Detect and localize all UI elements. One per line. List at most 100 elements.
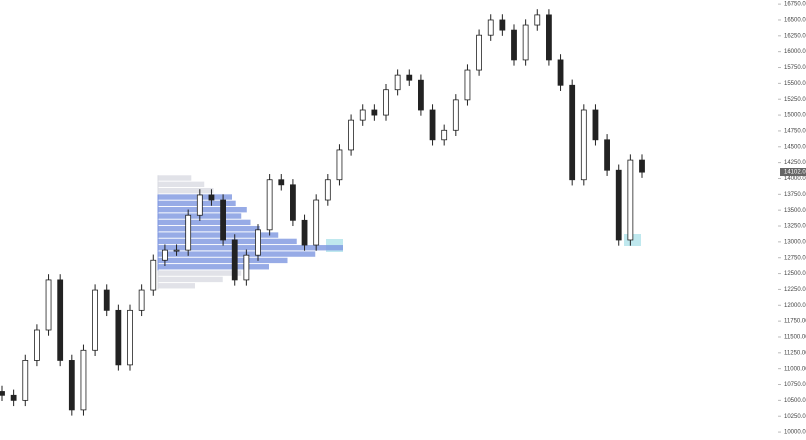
profile-bar [158,181,205,188]
price-axis: 10000.00 10250.00 10500.00 10750.00 11000.00… [778,2,806,436]
candle-body [220,199,226,241]
last-price-label: 14102.00 [784,170,806,176]
candle-body [336,149,343,181]
candle-body [127,309,133,366]
y-tick-label: 11500.00 [784,335,806,341]
y-tick-label: 10250.00 [784,414,806,420]
candle-body [150,259,157,291]
profile-bar [158,264,269,270]
candle-body [569,84,576,181]
candle-body [499,19,506,31]
y-tick-label: 14000.00 [784,176,806,182]
candle-body [313,199,320,246]
candle-body [394,74,401,91]
candle-body [418,79,424,111]
y-tick-label: 10750.00 [784,382,806,388]
profile-bar [158,200,236,207]
profile-bar [158,270,242,276]
candle-body [639,159,645,173]
candle-body [231,239,238,281]
candle-body [208,194,215,201]
candle-body [243,254,250,281]
profile-bar [158,194,232,200]
candle-body [441,129,448,141]
candle-body [511,29,517,61]
profile-bar [158,226,260,232]
candle-body [580,109,587,181]
y-tick-label: 15750.00 [784,65,806,71]
y-tick-label: 16500.00 [784,18,806,24]
profile-bar [158,276,223,283]
y-tick-label: 12500.00 [784,271,806,277]
candle-body [68,360,75,411]
candle-body [10,394,17,401]
candle-body [592,109,599,141]
candle-body [557,59,564,86]
y-tick-label: 11750.00 [784,319,806,325]
candle-body [522,24,529,61]
candle-body [359,109,366,121]
candle-body [487,19,494,36]
candle-body [34,329,40,361]
candle-body [196,194,203,216]
candle-body [115,309,122,366]
candle-body [80,349,87,411]
candle-body [22,360,29,401]
candle-body [255,229,261,256]
y-tick-label: 15000.00 [784,113,806,119]
y-tick-label: 16750.00 [784,2,806,8]
candle-body [185,214,192,251]
candle-body [45,279,52,331]
candle-body [92,289,98,351]
candle-body [476,34,482,71]
candle-body [138,289,145,311]
candle-body [383,89,389,116]
y-tick-label: 16250.00 [784,33,806,39]
y-tick-label: 14750.00 [784,129,806,135]
candles [0,9,645,416]
y-tick-label: 13250.00 [784,224,806,230]
y-tick-label: 10500.00 [784,398,806,404]
candle-body [266,179,273,231]
candle-body [301,219,308,246]
last-price-box [780,168,806,177]
y-tick-label: 13500.00 [784,208,806,214]
candle-body [464,69,471,101]
y-tick-label: 10000.00 [784,430,806,436]
y-tick-label: 15500.00 [784,81,806,87]
profile-bar [158,257,288,264]
y-tick-label: 15250.00 [784,97,806,103]
candle-body [406,74,413,81]
candle-body [278,179,285,186]
candle-body [348,119,354,151]
candle-body [173,249,180,252]
candle-body [0,391,5,396]
y-tick-label: 14500.00 [784,144,806,150]
y-tick-label: 12750.00 [784,255,806,261]
y-tick-label: 16000.00 [784,49,806,55]
y-tick-label: 13750.00 [784,192,806,198]
candle-body [627,159,634,241]
candle-body [57,279,64,361]
profile-bar [158,232,279,238]
candle-body [371,109,378,116]
candle-body [604,139,610,171]
profile-bar [158,283,195,289]
y-tick-label: 12000.00 [784,303,806,309]
profile-bar [158,187,214,194]
candle-body [290,184,296,221]
profile-bar [158,238,297,245]
candle-body [534,14,541,26]
y-tick-label: 13000.00 [784,239,806,245]
candle-body [324,179,331,201]
y-tick-label: 11250.00 [784,350,806,356]
profile-bar [158,245,343,251]
profile-bar [158,219,251,226]
y-tick-label: 12250.00 [784,287,806,293]
profile-bar [158,175,192,181]
candle-body [429,109,436,141]
y-tick-label: 14250.00 [784,160,806,166]
candle-body [452,99,459,131]
candle-body [615,169,622,241]
